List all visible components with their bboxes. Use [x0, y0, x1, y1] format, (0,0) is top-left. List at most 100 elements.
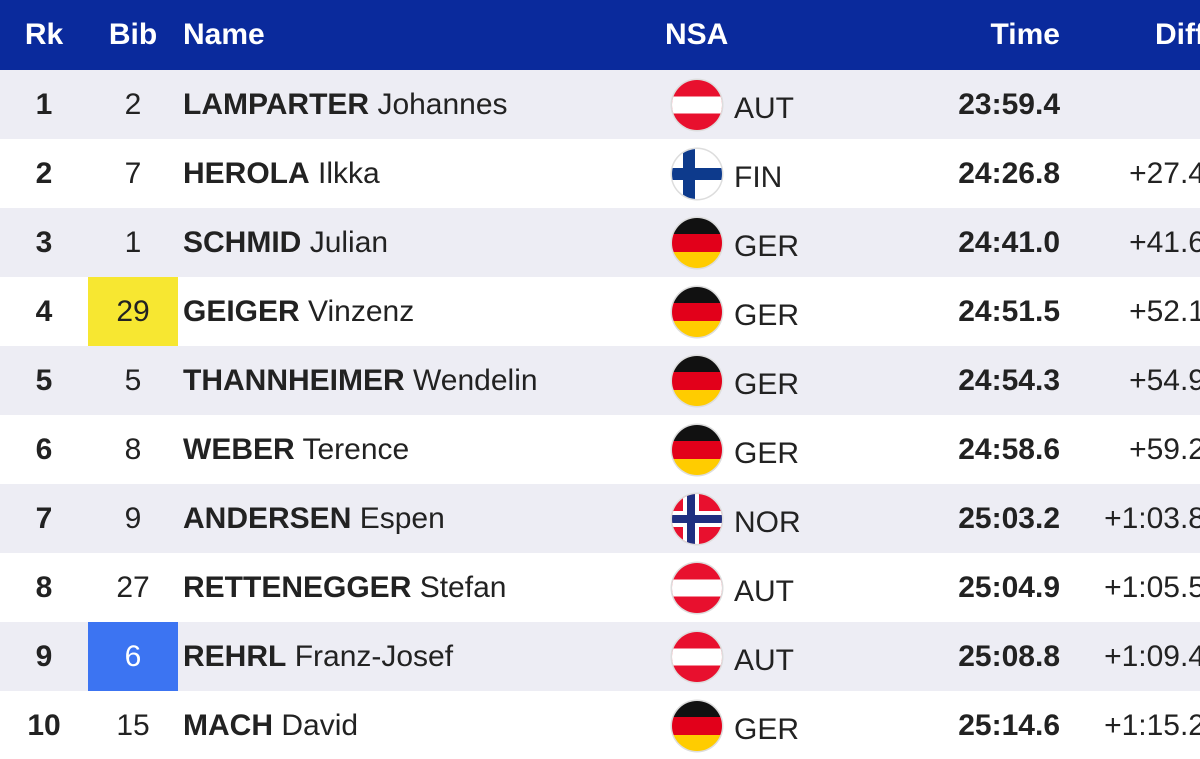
nsa: FIN [665, 139, 875, 208]
time: 25:14.6 [958, 708, 1060, 742]
given-name[interactable]: Wendelin [413, 363, 538, 397]
column-header[interactable]: Bib [88, 0, 178, 70]
surname[interactable]: SCHMID [183, 225, 302, 259]
given-name[interactable]: Stefan [419, 570, 507, 604]
given-name[interactable]: Johannes [377, 87, 508, 121]
flag-image [670, 285, 724, 339]
flag [670, 423, 724, 477]
bib: 1 [124, 225, 142, 259]
flag [670, 699, 724, 753]
athlete-name: HEROLA Ilkka [178, 139, 665, 208]
rank: 2 [35, 156, 53, 190]
result-row: 6 8 WEBER Terence GER 24:58.6 +59.2 [0, 415, 1200, 484]
result-row: 9 6 REHRL Franz-Josef AUT 25:08.8 +1:09.4 [0, 622, 1200, 691]
column-header[interactable]: Diff [1060, 0, 1200, 70]
athlete-name: ANDERSEN Espen [178, 484, 665, 553]
flag [670, 285, 724, 339]
result-row: 4 29 GEIGER Vinzenz GER 24:51.5 +52.1 [0, 277, 1200, 346]
diff-cell [1060, 70, 1200, 139]
given-name[interactable]: David [281, 708, 359, 742]
athlete-name: SCHMID Julian [178, 208, 665, 277]
time: 24:51.5 [958, 294, 1060, 328]
given-name[interactable]: Vinzenz [308, 294, 415, 328]
bib: 7 [124, 156, 142, 190]
diff: +54.9 [1129, 363, 1200, 397]
table-body: 1 2 LAMPARTER Johannes AUT 23:59.4 2 7 HEROLA I… [0, 70, 1200, 759]
column-header[interactable]: NSA [665, 0, 875, 70]
bib: 29 [88, 277, 178, 346]
surname[interactable]: RETTENEGGER [183, 570, 412, 604]
time: 25:04.9 [958, 570, 1060, 604]
rank: 4 [35, 294, 53, 328]
diff: +1:03.8 [1104, 501, 1200, 535]
bib: 5 [124, 363, 142, 397]
nsa: AUT [665, 70, 875, 139]
given-name[interactable]: Espen [359, 501, 445, 535]
surname[interactable]: HEROLA [183, 156, 310, 190]
diff: +27.4 [1129, 156, 1200, 190]
bib: 9 [124, 501, 142, 535]
given-name[interactable]: Ilkka [318, 156, 380, 190]
flag-image [670, 78, 724, 132]
result-row: 7 9 ANDERSEN Espen NOR 25:03.2 +1:03.8 [0, 484, 1200, 553]
nsa-code: GER [734, 436, 800, 470]
diff: +52.1 [1129, 294, 1200, 328]
rank: 9 [35, 639, 53, 673]
nsa-code: AUT [734, 91, 794, 125]
rank: 1 [35, 87, 53, 121]
result-row: 1 2 LAMPARTER Johannes AUT 23:59.4 [0, 70, 1200, 139]
given-name[interactable]: Julian [309, 225, 389, 259]
nsa: GER [665, 346, 875, 415]
time: 24:54.3 [958, 363, 1060, 397]
time: 23:59.4 [958, 87, 1060, 121]
time: 24:26.8 [958, 156, 1060, 190]
athlete-name: MACH David [178, 691, 665, 759]
rank: 6 [35, 432, 53, 466]
rank: 7 [35, 501, 53, 535]
flag-image [670, 630, 724, 684]
result-row: 3 1 SCHMID Julian GER 24:41.0 +41.6 [0, 208, 1200, 277]
flag-image [670, 147, 724, 201]
column-header[interactable]: Rk [0, 0, 88, 70]
nsa: GER [665, 208, 875, 277]
given-name[interactable]: Terence [302, 432, 410, 466]
given-name[interactable]: Franz-Josef [294, 639, 454, 673]
nsa-code: AUT [734, 574, 794, 608]
diff: +1:09.4 [1104, 639, 1200, 673]
athlete-name: THANNHEIMER Wendelin [178, 346, 665, 415]
column-header[interactable]: Name [178, 0, 665, 70]
nsa: GER [665, 415, 875, 484]
surname[interactable]: THANNHEIMER [183, 363, 405, 397]
flag [670, 216, 724, 270]
nsa: AUT [665, 553, 875, 622]
athlete-name: WEBER Terence [178, 415, 665, 484]
athlete-name: GEIGER Vinzenz [178, 277, 665, 346]
rank: 3 [35, 225, 53, 259]
surname[interactable]: ANDERSEN [183, 501, 352, 535]
surname[interactable]: GEIGER [183, 294, 300, 328]
surname[interactable]: MACH [183, 708, 273, 742]
nsa-code: GER [734, 712, 800, 746]
flag-image [670, 216, 724, 270]
column-header[interactable]: Time [875, 0, 1060, 70]
time: 25:03.2 [958, 501, 1060, 535]
athlete-name: REHRL Franz-Josef [178, 622, 665, 691]
nsa-code: GER [734, 298, 800, 332]
surname[interactable]: LAMPARTER [183, 87, 370, 121]
flag [670, 630, 724, 684]
result-row: 10 15 MACH David GER 25:14.6 +1:15.2 [0, 691, 1200, 759]
bib: 27 [116, 570, 150, 604]
time: 24:58.6 [958, 432, 1060, 466]
flag-image [670, 423, 724, 477]
diff: +41.6 [1129, 225, 1200, 259]
surname[interactable]: WEBER [183, 432, 295, 466]
rank: 10 [27, 708, 61, 742]
nsa: GER [665, 277, 875, 346]
bib: 8 [124, 432, 142, 466]
flag [670, 78, 724, 132]
flag-image [670, 354, 724, 408]
nsa: AUT [665, 622, 875, 691]
surname[interactable]: REHRL [183, 639, 287, 673]
nsa-code: NOR [734, 505, 801, 539]
